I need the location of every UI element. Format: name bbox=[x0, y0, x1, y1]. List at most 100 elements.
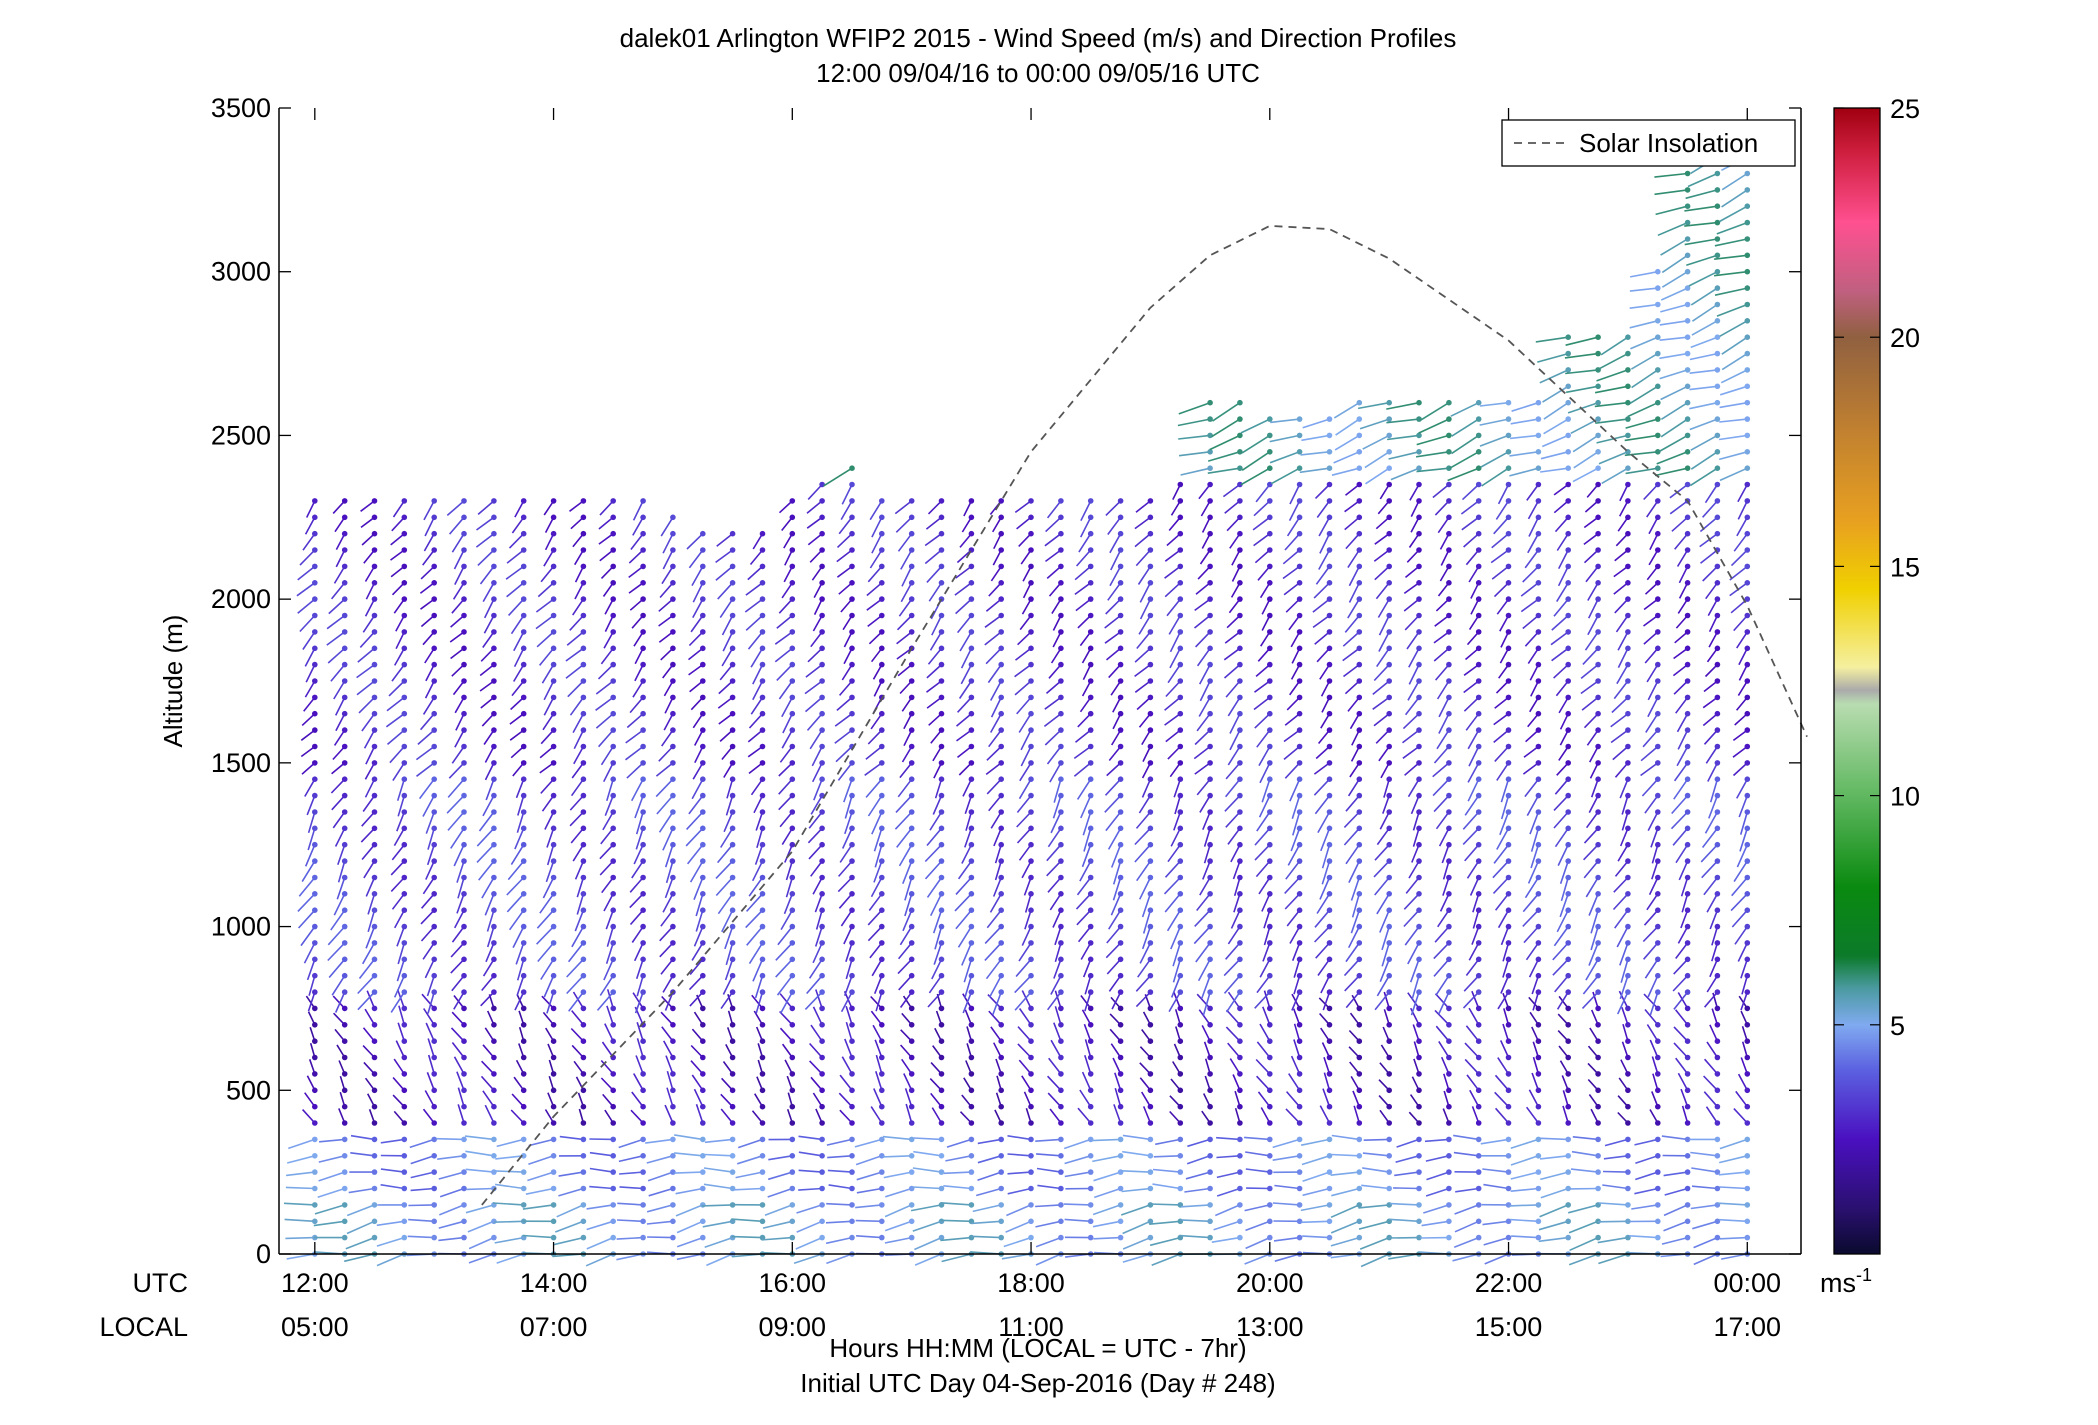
wind-barb-shaft bbox=[661, 565, 674, 585]
wind-barb-point bbox=[1565, 1202, 1571, 1208]
wind-barb-point bbox=[341, 645, 348, 652]
wind-barb-point bbox=[1565, 1071, 1571, 1077]
wind-barb-point bbox=[1237, 1038, 1243, 1044]
wind-barb-point bbox=[461, 1136, 467, 1143]
wind-barb-shaft bbox=[1229, 533, 1241, 549]
wind-barb-shaft bbox=[1614, 598, 1629, 614]
wind-barb-point bbox=[1177, 923, 1184, 930]
wind-barb-point bbox=[1416, 956, 1422, 963]
wind-barb-shaft bbox=[703, 1183, 733, 1190]
wind-barb-point bbox=[491, 1054, 497, 1061]
wind-barb-point bbox=[968, 743, 975, 750]
wind-barb-point bbox=[491, 792, 497, 799]
wind-barb-shaft bbox=[1737, 484, 1749, 503]
wind-barb-shaft bbox=[1588, 942, 1599, 966]
wind-barb-point bbox=[1684, 710, 1691, 717]
wind-barb-shaft bbox=[1522, 565, 1539, 583]
wind-barb-point bbox=[1237, 1005, 1243, 1012]
wind-barb-shaft bbox=[1644, 647, 1659, 664]
wind-barb-shaft bbox=[1708, 795, 1719, 819]
wind-barb-point bbox=[580, 743, 587, 750]
wind-barb-point bbox=[1087, 858, 1094, 864]
wind-barb-point bbox=[1237, 481, 1243, 488]
wind-barb-point bbox=[1744, 1087, 1751, 1094]
wind-barb-point bbox=[1028, 825, 1034, 832]
wind-barb-point bbox=[759, 1218, 766, 1225]
wind-barb-shaft bbox=[555, 1220, 584, 1233]
wind-barb-point bbox=[1386, 1071, 1392, 1077]
wind-barb-point bbox=[1625, 432, 1631, 439]
wind-barb-shaft bbox=[539, 893, 555, 914]
wind-barb-point bbox=[849, 776, 855, 782]
wind-barb-point bbox=[341, 1120, 348, 1126]
wind-barb-shaft bbox=[1232, 860, 1241, 880]
wind-barb-point bbox=[1058, 694, 1064, 701]
wind-barb-shaft bbox=[808, 811, 823, 829]
wind-barb-shaft bbox=[1111, 729, 1122, 746]
wind-barb-point bbox=[1416, 1103, 1422, 1110]
wind-barb-point bbox=[1714, 989, 1721, 995]
wind-barb-point bbox=[1356, 1169, 1363, 1175]
wind-barb-point bbox=[431, 563, 438, 570]
wind-barb-point bbox=[1744, 350, 1751, 357]
wind-barb-point bbox=[610, 809, 616, 815]
wind-barb-shaft bbox=[537, 582, 555, 598]
wind-barb-point bbox=[610, 514, 616, 521]
wind-barb-point bbox=[1744, 776, 1751, 782]
wind-barb-shaft bbox=[420, 565, 435, 580]
wind-barb-shaft bbox=[988, 729, 1002, 748]
wind-barb-point bbox=[461, 972, 467, 979]
wind-barb-shaft bbox=[1091, 1138, 1121, 1142]
wind-barb-point bbox=[1207, 481, 1213, 488]
wind-barb-point bbox=[520, 858, 527, 864]
wind-barb-shaft bbox=[1436, 680, 1450, 700]
wind-barb-shaft bbox=[484, 762, 495, 781]
wind-barb-point bbox=[729, 1054, 736, 1061]
wind-barb-shaft bbox=[901, 566, 913, 587]
wind-barb-point bbox=[1177, 596, 1184, 602]
wind-barb-shaft bbox=[449, 631, 465, 643]
wind-barb-shaft bbox=[424, 1090, 435, 1108]
wind-barb-point bbox=[1117, 1136, 1124, 1143]
wind-barb-point bbox=[640, 1234, 646, 1241]
wind-barb-point bbox=[998, 1071, 1004, 1077]
wind-barb-shaft bbox=[1376, 827, 1390, 846]
wind-barb-shaft bbox=[827, 1155, 853, 1159]
wind-barb-shaft bbox=[1586, 483, 1599, 498]
wind-barb-point bbox=[1147, 1169, 1154, 1175]
wind-barb-point bbox=[1744, 858, 1751, 864]
wind-barb-shaft bbox=[333, 680, 346, 700]
wind-barb-point bbox=[1446, 661, 1452, 668]
wind-barb-shaft bbox=[1502, 1023, 1510, 1042]
wind-barb-point bbox=[1296, 956, 1303, 963]
wind-barb-point bbox=[431, 776, 438, 782]
wind-barb-shaft bbox=[1254, 827, 1271, 846]
wind-barb-point bbox=[1296, 514, 1303, 521]
wind-barb-shaft bbox=[335, 549, 346, 568]
wind-barb-point bbox=[1087, 1120, 1094, 1126]
wind-barb-shaft bbox=[1314, 795, 1331, 815]
wind-barb-shaft bbox=[1350, 909, 1361, 934]
wind-barb-shaft bbox=[1596, 434, 1629, 444]
wind-barb-shaft bbox=[482, 631, 495, 648]
wind-barb-shaft bbox=[569, 795, 584, 811]
wind-barb-shaft bbox=[1663, 1204, 1688, 1217]
wind-barb-point bbox=[341, 776, 348, 782]
wind-barb-shaft bbox=[798, 1169, 823, 1173]
wind-barb-shaft bbox=[1524, 778, 1540, 798]
wind-barb-shaft bbox=[1166, 909, 1181, 932]
wind-barb-point bbox=[1058, 940, 1064, 946]
wind-barb-point bbox=[1237, 956, 1243, 963]
wind-barb-point bbox=[1505, 1103, 1512, 1110]
wind-barb-point bbox=[461, 923, 467, 930]
wind-barb-point bbox=[371, 629, 378, 635]
wind-barb-shaft bbox=[1254, 844, 1271, 861]
wind-barb-shaft bbox=[1644, 958, 1659, 979]
wind-barb-point bbox=[1744, 203, 1751, 209]
wind-barb-point bbox=[1565, 334, 1571, 341]
wind-barb-point bbox=[879, 530, 885, 537]
wind-barb-shaft bbox=[332, 811, 346, 829]
wind-barb-shaft bbox=[841, 827, 853, 849]
wind-barb-point bbox=[1684, 645, 1691, 652]
wind-barb-shaft bbox=[1195, 942, 1211, 963]
